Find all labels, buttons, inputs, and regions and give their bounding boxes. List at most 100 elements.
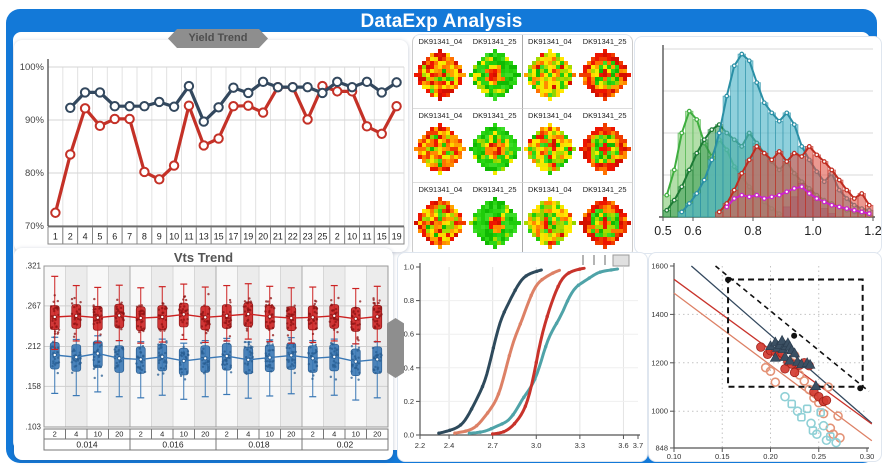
svg-text:1400: 1400 <box>651 310 668 319</box>
cdf-curve-salmon <box>453 268 561 435</box>
svg-text:2: 2 <box>311 430 315 439</box>
wafer-map-grid[interactable]: DK91341_04 DK91341_25 DK91341_04 DK91341_25… <box>412 34 633 258</box>
svg-text:0.6: 0.6 <box>404 330 414 339</box>
svg-text:10: 10 <box>169 232 179 242</box>
svg-text:0.8: 0.8 <box>744 224 761 238</box>
svg-text:5: 5 <box>97 232 102 242</box>
distribution-svg: 0.5 0.6 0.8 1.0 1.2 <box>654 45 882 238</box>
svg-text:2: 2 <box>53 430 57 439</box>
svg-text:2: 2 <box>68 232 73 242</box>
wafer-heatmap <box>468 123 521 175</box>
svg-text:2: 2 <box>139 430 143 439</box>
svg-text:0.018: 0.018 <box>248 440 270 450</box>
svg-text:4: 4 <box>160 430 164 439</box>
distribution-histogram[interactable]: 0.5 0.6 0.8 1.0 1.2 <box>634 36 882 254</box>
svg-text:0.8: 0.8 <box>404 296 414 305</box>
cdf-svg: 0.0 0.2 0.4 0.6 0.8 1.0 2.2 2.4 2.7 3.0 3.3 3.6 3.7 <box>404 254 643 450</box>
salmon-fit <box>673 292 873 442</box>
wafer-map-cell[interactable]: DK91341_04 <box>413 35 468 109</box>
yield-trend-svg: 100%90%80%70%1 2 4 5 6 7 8 9 10 11 13 15 17 19 20 21 22 2… <box>20 59 405 245</box>
svg-text:21: 21 <box>273 232 283 242</box>
svg-text:7: 7 <box>127 232 132 242</box>
svg-text:20: 20 <box>287 430 295 439</box>
svg-text:20: 20 <box>373 430 381 439</box>
trend-banner[interactable]: Yield Trend <box>168 29 268 48</box>
svg-text:10: 10 <box>347 232 357 242</box>
svg-text:1000: 1000 <box>651 407 668 416</box>
svg-text:80%: 80% <box>25 168 45 179</box>
wafer-label: DK91341_25 <box>582 37 627 46</box>
svg-text:3.3: 3.3 <box>575 441 585 450</box>
vts-trend-boxplot[interactable]: Vts Trend .321 .267 .212 .158 .103 2 4 10 20 2 4 10… <box>14 248 393 460</box>
yield-trend-chart[interactable]: 100% 90% 80% 70% 1 2 4 5 6 7 8 9 10 11 13 15 17 19 20 21 22 2… <box>14 40 408 252</box>
scatter-chart[interactable]: 1600 1400 1200 1000 848 0.10 0.15 0.20 0.25 0.30 <box>648 252 882 462</box>
svg-text:2: 2 <box>335 232 340 242</box>
wafer-map-cell[interactable]: DK91341_04 <box>522 183 578 257</box>
wafer-label: DK91341_04 <box>418 37 463 46</box>
svg-text:0.0: 0.0 <box>404 431 414 440</box>
wafer-label: DK91341_04 <box>418 111 463 120</box>
svg-text:.267: .267 <box>25 301 41 310</box>
wafer-map-cell[interactable]: DK91341_25 <box>467 109 523 183</box>
teal-points <box>780 391 841 448</box>
svg-text:0.6: 0.6 <box>684 224 701 238</box>
svg-text:8: 8 <box>142 232 147 242</box>
side-collapse-handle[interactable] <box>387 318 404 378</box>
svg-text:0.25: 0.25 <box>811 452 826 461</box>
wafer-heatmap <box>468 197 521 249</box>
svg-text:2.2: 2.2 <box>415 441 425 450</box>
svg-text:.212: .212 <box>25 342 41 351</box>
svg-text:0.15: 0.15 <box>715 452 730 461</box>
wafer-map-cell[interactable]: DK91341_04 <box>522 35 578 109</box>
wafer-label: DK91341_25 <box>472 185 517 194</box>
svg-text:1.0: 1.0 <box>804 224 821 238</box>
svg-text:3.7: 3.7 <box>633 441 643 450</box>
page-title: DataExp Analysis <box>360 11 523 32</box>
svg-text:100%: 100% <box>20 62 45 73</box>
wafer-map-cell[interactable]: DK91341_25 <box>577 35 632 109</box>
wafer-label: DK91341_25 <box>472 37 517 46</box>
wafer-map-cell[interactable]: DK91341_04 <box>413 109 468 183</box>
svg-text:4: 4 <box>74 430 78 439</box>
wafer-heatmap <box>468 49 521 101</box>
svg-text:4: 4 <box>83 232 88 242</box>
svg-text:0.10: 0.10 <box>667 452 682 461</box>
selection-rect[interactable] <box>727 278 864 388</box>
wafer-map-cell[interactable]: DK91341_04 <box>522 109 578 183</box>
cdf-curve-teal <box>467 267 620 435</box>
wafer-map-cell[interactable]: DK91341_25 <box>577 109 632 183</box>
svg-text:0.4: 0.4 <box>404 363 414 372</box>
series-lot-navy <box>65 76 402 127</box>
wafer-map-cell[interactable]: DK91341_04 <box>413 183 468 257</box>
title-bar: DataExp Analysis <box>6 11 877 35</box>
svg-text:848: 848 <box>655 443 668 452</box>
cdf-chart[interactable]: 0.0 0.2 0.4 0.6 0.8 1.0 2.2 2.4 2.7 3.0 3.3 3.6 3.7 <box>397 252 648 462</box>
wafer-heatmap <box>414 197 467 249</box>
salmon-points <box>760 350 845 443</box>
wafer-map-cell[interactable]: DK91341_25 <box>577 183 632 257</box>
svg-text:10: 10 <box>94 430 102 439</box>
svg-text:25: 25 <box>317 232 327 242</box>
wafer-heatmap <box>578 49 631 101</box>
wafer-label: DK91341_04 <box>527 37 572 46</box>
svg-text:.103: .103 <box>25 422 41 431</box>
wafer-heatmap <box>414 49 467 101</box>
svg-text:70%: 70% <box>25 221 45 232</box>
box-series <box>49 275 383 351</box>
box-series <box>49 335 383 401</box>
svg-text:15: 15 <box>214 232 224 242</box>
svg-text:2.4: 2.4 <box>444 441 454 450</box>
wafer-label: DK91341_04 <box>418 185 463 194</box>
svg-text:20: 20 <box>258 232 268 242</box>
svg-text:.321: .321 <box>25 262 41 271</box>
wafer-label: DK91341_04 <box>527 111 572 120</box>
svg-text:2.7: 2.7 <box>487 441 497 450</box>
svg-text:19: 19 <box>392 232 402 242</box>
wafer-heatmap <box>578 197 631 249</box>
wafer-map-cell[interactable]: DK91341_25 <box>467 183 523 257</box>
svg-text:1600: 1600 <box>651 262 668 271</box>
svg-text:17: 17 <box>228 232 238 242</box>
wafer-map-cell[interactable]: DK91341_25 <box>467 35 523 109</box>
svg-text:0.5: 0.5 <box>654 224 671 238</box>
